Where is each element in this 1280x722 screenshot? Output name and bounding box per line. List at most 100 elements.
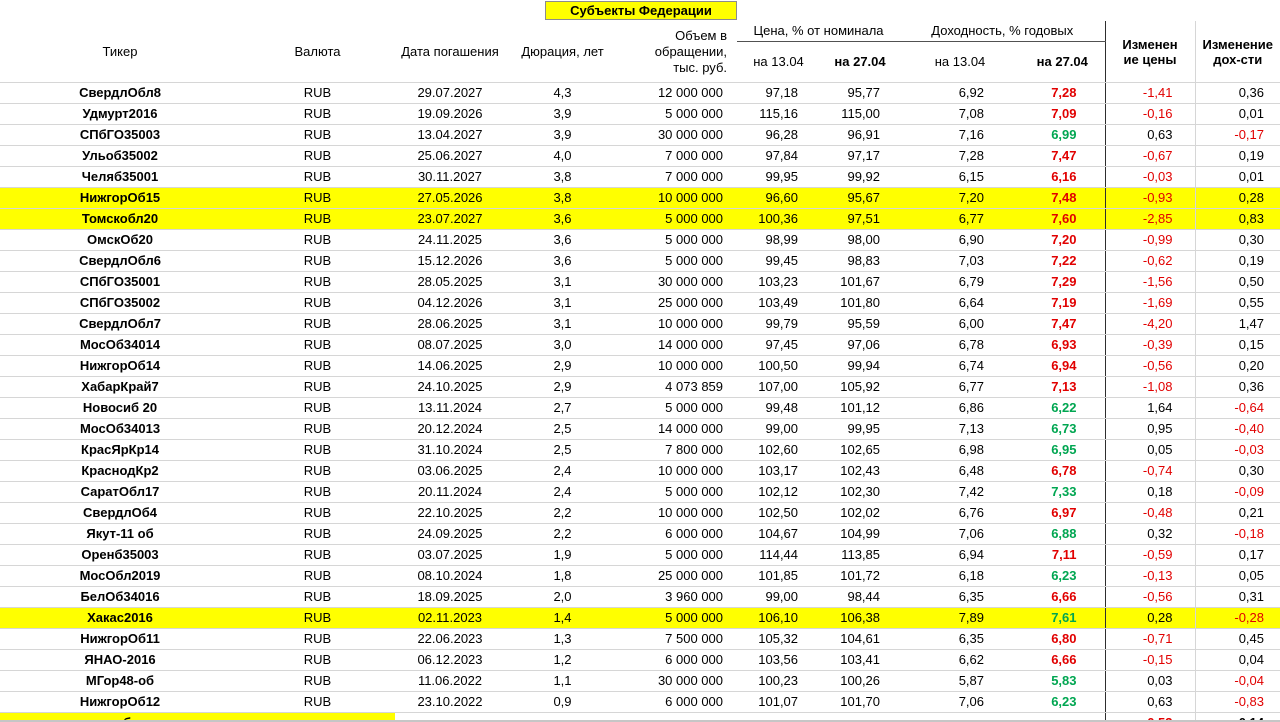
cell-yield-1304[interactable]: 6,76 bbox=[900, 502, 1021, 524]
cell-duration[interactable]: 2,5 bbox=[505, 418, 620, 440]
cell-duration[interactable]: 2,9 bbox=[505, 355, 620, 377]
cell-yield-1304[interactable]: 6,00 bbox=[900, 313, 1021, 335]
cell-yield-2704[interactable]: 6,99 bbox=[1020, 124, 1106, 146]
cell-maturity-date[interactable]: 24.09.2025 bbox=[395, 523, 505, 545]
cell-price-1304[interactable]: 103,17 bbox=[737, 460, 821, 482]
cell-price-2704[interactable]: 99,92 bbox=[820, 166, 901, 188]
cell-currency[interactable]: RUB bbox=[240, 355, 395, 377]
cell-price-change[interactable]: -0,39 bbox=[1104, 334, 1196, 356]
cell-duration[interactable]: 1,9 bbox=[505, 544, 620, 566]
cell-ticker[interactable]: СвердлОбл6 bbox=[0, 250, 240, 272]
cell-price-2704[interactable]: 102,30 bbox=[820, 481, 901, 503]
cell-duration[interactable]: 1,2 bbox=[505, 649, 620, 671]
cell-price-2704[interactable]: 101,67 bbox=[820, 271, 901, 293]
cell-yield-2704[interactable]: 7,33 bbox=[1020, 481, 1106, 503]
cell-volume[interactable]: 5 000 000 bbox=[620, 544, 738, 566]
cell-maturity-date[interactable]: 22.06.2023 bbox=[395, 628, 505, 650]
cell-yield-2704[interactable]: 6,94 bbox=[1020, 355, 1106, 377]
cell-currency[interactable]: RUB bbox=[240, 565, 395, 587]
cell-price-2704[interactable]: 99,95 bbox=[820, 418, 901, 440]
cell-yield-2704[interactable]: 6,73 bbox=[1020, 418, 1106, 440]
cell-yield-change[interactable]: 0,05 bbox=[1194, 565, 1280, 587]
cell-ticker[interactable]: СвердлОб4 bbox=[0, 502, 240, 524]
cell-duration[interactable]: 3,8 bbox=[505, 187, 620, 209]
cell-yield-1304[interactable]: 6,62 bbox=[900, 649, 1021, 671]
cell-maturity-date[interactable]: 23.10.2022 bbox=[395, 691, 505, 713]
cell-yield-change[interactable]: 0,30 bbox=[1194, 460, 1280, 482]
cell-yield-1304[interactable]: 6,77 bbox=[900, 376, 1021, 398]
cell-price-change[interactable]: -0,15 bbox=[1104, 649, 1196, 671]
cell-ticker[interactable]: МГор48-об bbox=[0, 670, 240, 692]
cell-yield-2704[interactable]: 6,16 bbox=[1020, 166, 1106, 188]
cell-volume[interactable]: 3 960 000 bbox=[620, 586, 738, 608]
cell-currency[interactable]: RUB bbox=[240, 103, 395, 125]
cell-maturity-date[interactable]: 28.05.2025 bbox=[395, 271, 505, 293]
cell-price-change[interactable]: 0,32 bbox=[1104, 523, 1196, 545]
cell-price-1304[interactable]: 103,49 bbox=[737, 292, 821, 314]
cell-price-change[interactable]: 1,64 bbox=[1104, 397, 1196, 419]
cell-price-2704[interactable]: 103,41 bbox=[820, 649, 901, 671]
cell-yield-2704[interactable]: 7,47 bbox=[1020, 313, 1106, 335]
cell-currency[interactable]: RUB bbox=[240, 544, 395, 566]
cell-currency[interactable]: RUB bbox=[240, 397, 395, 419]
cell-price-change[interactable]: -0,93 bbox=[1104, 187, 1196, 209]
cell-ticker[interactable]: Удмурт2016 bbox=[0, 103, 240, 125]
cell-price-change[interactable]: -0,67 bbox=[1104, 145, 1196, 167]
cell-yield-change[interactable]: -0,03 bbox=[1194, 439, 1280, 461]
cell-volume[interactable]: 4 073 859 bbox=[620, 376, 738, 398]
group-header-price[interactable]: Цена, % от номинала bbox=[737, 21, 901, 42]
cell-volume[interactable]: 7 000 000 bbox=[620, 145, 738, 167]
cell-price-2704[interactable]: 115,00 bbox=[820, 103, 901, 125]
cell-yield-2704[interactable]: 7,22 bbox=[1020, 250, 1106, 272]
cell-yield-change[interactable]: -0,40 bbox=[1194, 418, 1280, 440]
cell-duration[interactable]: 2,7 bbox=[505, 397, 620, 419]
cell-yield-2704[interactable]: 6,78 bbox=[1020, 460, 1106, 482]
cell-yield-2704[interactable]: 6,93 bbox=[1020, 334, 1106, 356]
cell-volume[interactable]: 12 000 000 bbox=[620, 82, 738, 104]
cell-price-change[interactable]: 0,18 bbox=[1104, 481, 1196, 503]
cell-ticker[interactable]: СПбГО35002 bbox=[0, 292, 240, 314]
cell-volume[interactable]: 6 000 000 bbox=[620, 649, 738, 671]
cell-yield-1304[interactable]: 6,86 bbox=[900, 397, 1021, 419]
cell-volume[interactable]: 5 000 000 bbox=[620, 397, 738, 419]
cell-price-1304[interactable]: 100,23 bbox=[737, 670, 821, 692]
cell-ticker[interactable]: КраснодКр2 bbox=[0, 460, 240, 482]
cell-price-1304[interactable]: 102,60 bbox=[737, 439, 821, 461]
cell-price-2704[interactable]: 98,44 bbox=[820, 586, 901, 608]
cell-price-2704[interactable]: 106,38 bbox=[820, 607, 901, 629]
cell-yield-2704[interactable]: 7,13 bbox=[1020, 376, 1106, 398]
cell-yield-1304[interactable]: 7,13 bbox=[900, 418, 1021, 440]
cell-ticker[interactable]: НижгорОб14 bbox=[0, 355, 240, 377]
col-header-yield-change[interactable]: Изменение дох-сти bbox=[1194, 21, 1280, 83]
cell-yield-1304[interactable]: 7,06 bbox=[900, 691, 1021, 713]
cell-currency[interactable]: RUB bbox=[240, 607, 395, 629]
cell-ticker[interactable]: Оренб35003 bbox=[0, 544, 240, 566]
cell-ticker[interactable]: НижгорОб11 bbox=[0, 628, 240, 650]
cell-yield-2704[interactable]: 6,23 bbox=[1020, 565, 1106, 587]
col-header-currency[interactable]: Валюта bbox=[240, 21, 395, 83]
cell-price-change[interactable]: 0,03 bbox=[1104, 670, 1196, 692]
cell-volume[interactable]: 5 000 000 bbox=[620, 103, 738, 125]
cell-yield-1304[interactable]: 6,15 bbox=[900, 166, 1021, 188]
cell-maturity-date[interactable]: 24.10.2025 bbox=[395, 376, 505, 398]
cell-yield-2704[interactable]: 7,09 bbox=[1020, 103, 1106, 125]
cell-duration[interactable]: 3,8 bbox=[505, 166, 620, 188]
cell-price-1304[interactable]: 114,44 bbox=[737, 544, 821, 566]
cell-currency[interactable]: RUB bbox=[240, 250, 395, 272]
cell-price-1304[interactable]: 103,23 bbox=[737, 271, 821, 293]
cell-yield-change[interactable]: 0,30 bbox=[1194, 229, 1280, 251]
cell-price-2704[interactable]: 113,85 bbox=[820, 544, 901, 566]
col-header-price-change[interactable]: Изменение цены bbox=[1104, 21, 1196, 83]
cell-yield-change[interactable]: 0,01 bbox=[1194, 103, 1280, 125]
cell-price-change[interactable]: -0,62 bbox=[1104, 250, 1196, 272]
cell-yield-change[interactable]: 1,47 bbox=[1194, 313, 1280, 335]
cell-duration[interactable]: 3,1 bbox=[505, 271, 620, 293]
cell-volume[interactable]: 5 000 000 bbox=[620, 208, 738, 230]
col-header-duration[interactable]: Дюрация, лет bbox=[505, 21, 620, 83]
cell-currency[interactable]: RUB bbox=[240, 523, 395, 545]
cell-yield-change[interactable]: 0,36 bbox=[1194, 376, 1280, 398]
cell-price-change[interactable]: -0,59 bbox=[1104, 544, 1196, 566]
cell-maturity-date[interactable]: 23.07.2027 bbox=[395, 208, 505, 230]
cell-yield-change[interactable]: 0,19 bbox=[1194, 250, 1280, 272]
cell-maturity-date[interactable]: 18.09.2025 bbox=[395, 586, 505, 608]
